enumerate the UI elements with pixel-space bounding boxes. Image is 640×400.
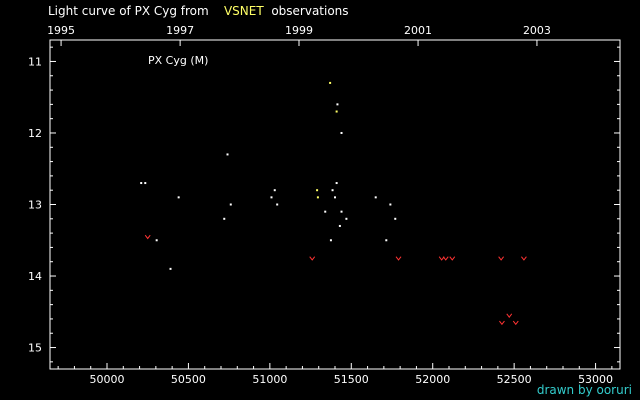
top-year-label: 1995 <box>47 24 75 37</box>
upper-limit-mark <box>521 256 527 261</box>
upper-limit-mark <box>449 256 456 261</box>
upper-limit-mark <box>498 256 505 261</box>
observation-point <box>340 131 343 134</box>
upper-limit-mark <box>442 256 449 261</box>
observation-point <box>276 203 279 206</box>
observation-point <box>177 196 180 199</box>
title-highlight: VSNET <box>223 4 264 18</box>
top-year-label: 1997 <box>166 24 194 37</box>
observation-point <box>270 196 273 199</box>
observation-point <box>385 239 388 242</box>
observation-point <box>389 203 392 206</box>
observation-point <box>336 103 339 106</box>
credit-text: drawn by ooruri <box>536 383 632 397</box>
highlight-point <box>335 110 338 113</box>
observation-point <box>340 210 343 213</box>
observation-point <box>229 203 232 206</box>
y-tick-label: 14 <box>28 270 42 283</box>
observation-point <box>345 217 348 220</box>
observation-point <box>324 210 327 213</box>
upper-limit-mark <box>395 256 402 261</box>
chart-title: Light curve of PX Cyg from VSNET observa… <box>48 4 349 18</box>
plot-frame <box>49 39 621 370</box>
observation-point <box>374 196 377 199</box>
upper-limit-mark <box>499 320 505 326</box>
observation-point <box>144 182 147 185</box>
upper-limit-mark <box>506 313 513 318</box>
x-tick-label: 50000 <box>90 373 125 386</box>
observation-point <box>140 182 143 185</box>
observation-point <box>226 153 229 156</box>
observation-point <box>169 267 172 270</box>
upper-limit-mark <box>144 234 151 240</box>
observation-point <box>335 182 338 185</box>
observation-point <box>155 239 158 242</box>
x-tick-label: 50500 <box>171 373 206 386</box>
observation-point <box>331 189 334 192</box>
top-year-label: 1999 <box>285 24 313 37</box>
x-tick-label: 51000 <box>252 373 287 386</box>
observation-point <box>329 239 332 242</box>
y-tick-label: 15 <box>28 342 42 355</box>
x-tick-label: 53000 <box>578 373 613 386</box>
observation-point <box>223 217 226 220</box>
y-tick-label: 11 <box>28 55 42 68</box>
y-tick-label: 13 <box>28 199 42 212</box>
title-suffix: observations <box>271 4 349 18</box>
upper-limit-mark <box>512 320 519 326</box>
observation-point <box>273 189 276 192</box>
observation-point <box>394 217 397 220</box>
star-label: PX Cyg (M) <box>148 54 208 67</box>
x-tick-label: 52500 <box>497 373 532 386</box>
upper-limit-mark <box>309 256 316 261</box>
highlight-point <box>316 189 319 192</box>
title-prefix: Light curve of PX Cyg from <box>48 4 209 18</box>
highlight-point <box>329 81 332 84</box>
top-year-label: 2003 <box>523 24 551 37</box>
observation-point <box>334 196 336 199</box>
x-tick-label: 52000 <box>415 373 450 386</box>
highlight-point <box>316 196 319 199</box>
upper-limit-mark <box>438 256 445 261</box>
top-year-label: 2001 <box>404 24 432 37</box>
observation-point <box>338 224 341 227</box>
y-tick-label: 12 <box>28 127 42 140</box>
x-tick-label: 51500 <box>334 373 369 386</box>
